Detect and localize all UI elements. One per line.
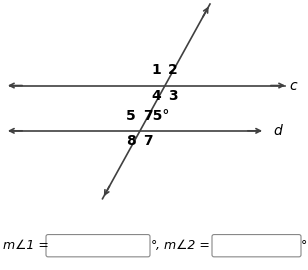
Text: °: ° (151, 239, 157, 252)
FancyBboxPatch shape (46, 235, 150, 257)
Text: °: ° (301, 239, 307, 252)
Text: 1: 1 (151, 63, 161, 77)
Text: 5: 5 (126, 109, 136, 123)
Text: 3: 3 (168, 89, 178, 103)
Text: , m∠2 =: , m∠2 = (156, 239, 210, 252)
Text: 4: 4 (151, 89, 161, 103)
Text: d: d (274, 124, 282, 138)
Text: m∠1 =: m∠1 = (3, 239, 49, 252)
FancyBboxPatch shape (212, 235, 301, 257)
Text: c: c (289, 79, 297, 93)
Text: 8: 8 (126, 134, 136, 148)
Text: 75°: 75° (143, 109, 169, 123)
Text: 7: 7 (143, 134, 153, 148)
Text: 2: 2 (168, 63, 178, 77)
